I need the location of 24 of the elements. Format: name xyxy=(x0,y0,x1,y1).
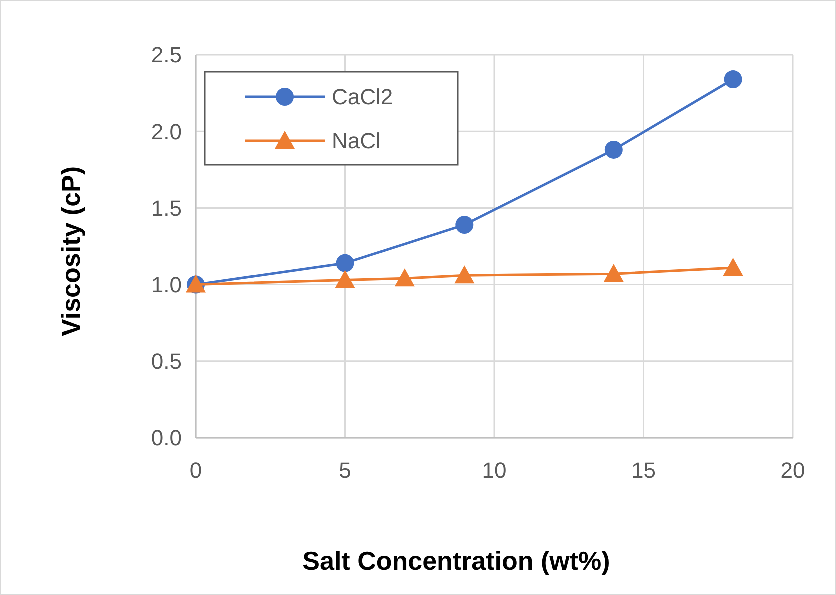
point xyxy=(604,264,624,282)
y-tick-label: 1.0 xyxy=(151,272,182,298)
y-tick-label: 2.5 xyxy=(151,42,182,68)
y-tick-label: 1.5 xyxy=(151,196,182,221)
point xyxy=(454,266,475,284)
x-axis-title: Salt Concentration (wt%) xyxy=(302,546,610,576)
legend-label: NaCl xyxy=(332,128,381,154)
point xyxy=(456,216,474,234)
point xyxy=(394,268,415,287)
point xyxy=(336,254,354,272)
y-tick-label: 0.0 xyxy=(151,426,182,451)
legend-label: CaCl2 xyxy=(332,84,394,110)
point xyxy=(724,70,742,89)
point xyxy=(604,140,623,159)
y-tick-label: 0.5 xyxy=(151,349,182,374)
x-tick-label: 10 xyxy=(482,458,507,483)
x-tick-label: 5 xyxy=(339,458,352,483)
x-tick-label: 15 xyxy=(632,458,656,483)
point xyxy=(335,270,356,288)
point xyxy=(723,258,744,276)
y-axis-title: Viscosity (cP) xyxy=(56,166,86,337)
x-tick-label: 0 xyxy=(190,458,202,483)
y-tick-label: 2.0 xyxy=(151,119,182,144)
x-tick-label: 20 xyxy=(780,458,806,483)
